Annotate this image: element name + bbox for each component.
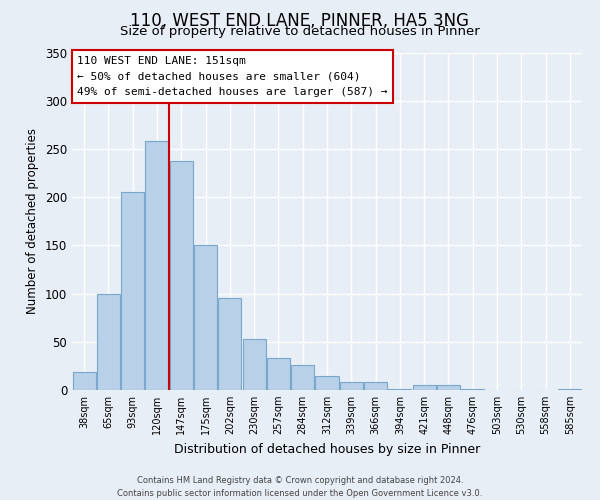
Text: 110, WEST END LANE, PINNER, HA5 3NG: 110, WEST END LANE, PINNER, HA5 3NG: [131, 12, 470, 30]
Bar: [97, 294, 120, 390]
Bar: [364, 382, 387, 390]
Bar: [145, 141, 169, 390]
Bar: [340, 382, 363, 390]
Text: Size of property relative to detached houses in Pinner: Size of property relative to detached ho…: [120, 25, 480, 38]
Bar: [73, 372, 95, 390]
Bar: [291, 365, 314, 390]
Bar: [413, 385, 436, 390]
Bar: [316, 376, 338, 390]
Bar: [242, 339, 266, 390]
Text: 110 WEST END LANE: 151sqm
← 50% of detached houses are smaller (604)
49% of semi: 110 WEST END LANE: 151sqm ← 50% of detac…: [77, 56, 388, 97]
Bar: [461, 389, 484, 390]
Bar: [194, 246, 217, 390]
Bar: [437, 385, 460, 390]
X-axis label: Distribution of detached houses by size in Pinner: Distribution of detached houses by size …: [174, 442, 480, 456]
Bar: [170, 162, 193, 390]
Bar: [267, 358, 290, 390]
Bar: [559, 389, 581, 390]
Y-axis label: Number of detached properties: Number of detached properties: [26, 128, 40, 314]
Bar: [218, 298, 241, 390]
Bar: [121, 192, 144, 390]
Bar: [388, 389, 412, 390]
Text: Contains HM Land Registry data © Crown copyright and database right 2024.
Contai: Contains HM Land Registry data © Crown c…: [118, 476, 482, 498]
